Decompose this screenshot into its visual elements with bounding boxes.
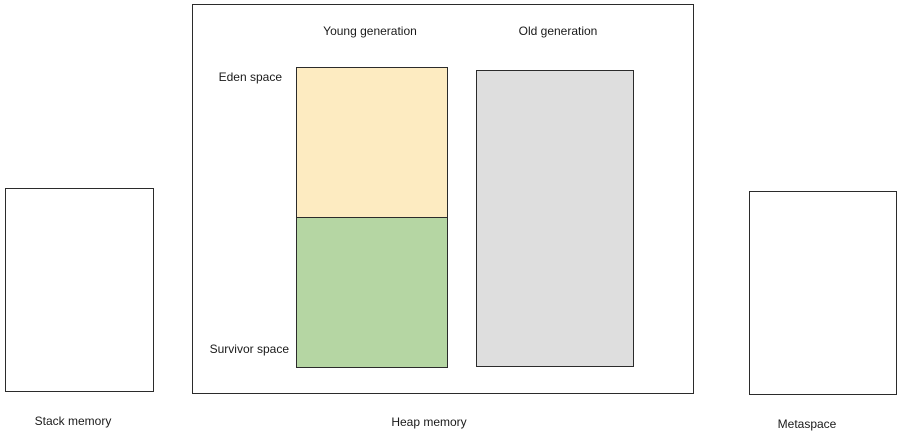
eden-space-label: Eden space <box>218 70 282 84</box>
old-generation-box <box>476 70 634 367</box>
metaspace-box <box>749 191 897 395</box>
survivor-space-box <box>296 217 448 368</box>
eden-space-box <box>296 67 448 218</box>
metaspace-label: Metaspace <box>777 417 837 431</box>
stack-memory-box <box>5 188 154 392</box>
young-generation-label: Young generation <box>323 24 417 38</box>
heap-memory-label: Heap memory <box>391 415 467 429</box>
old-generation-label: Old generation <box>518 24 598 38</box>
stack-memory-label: Stack memory <box>34 414 112 428</box>
survivor-space-label: Survivor space <box>209 342 289 356</box>
heap-memory-box <box>192 4 694 394</box>
